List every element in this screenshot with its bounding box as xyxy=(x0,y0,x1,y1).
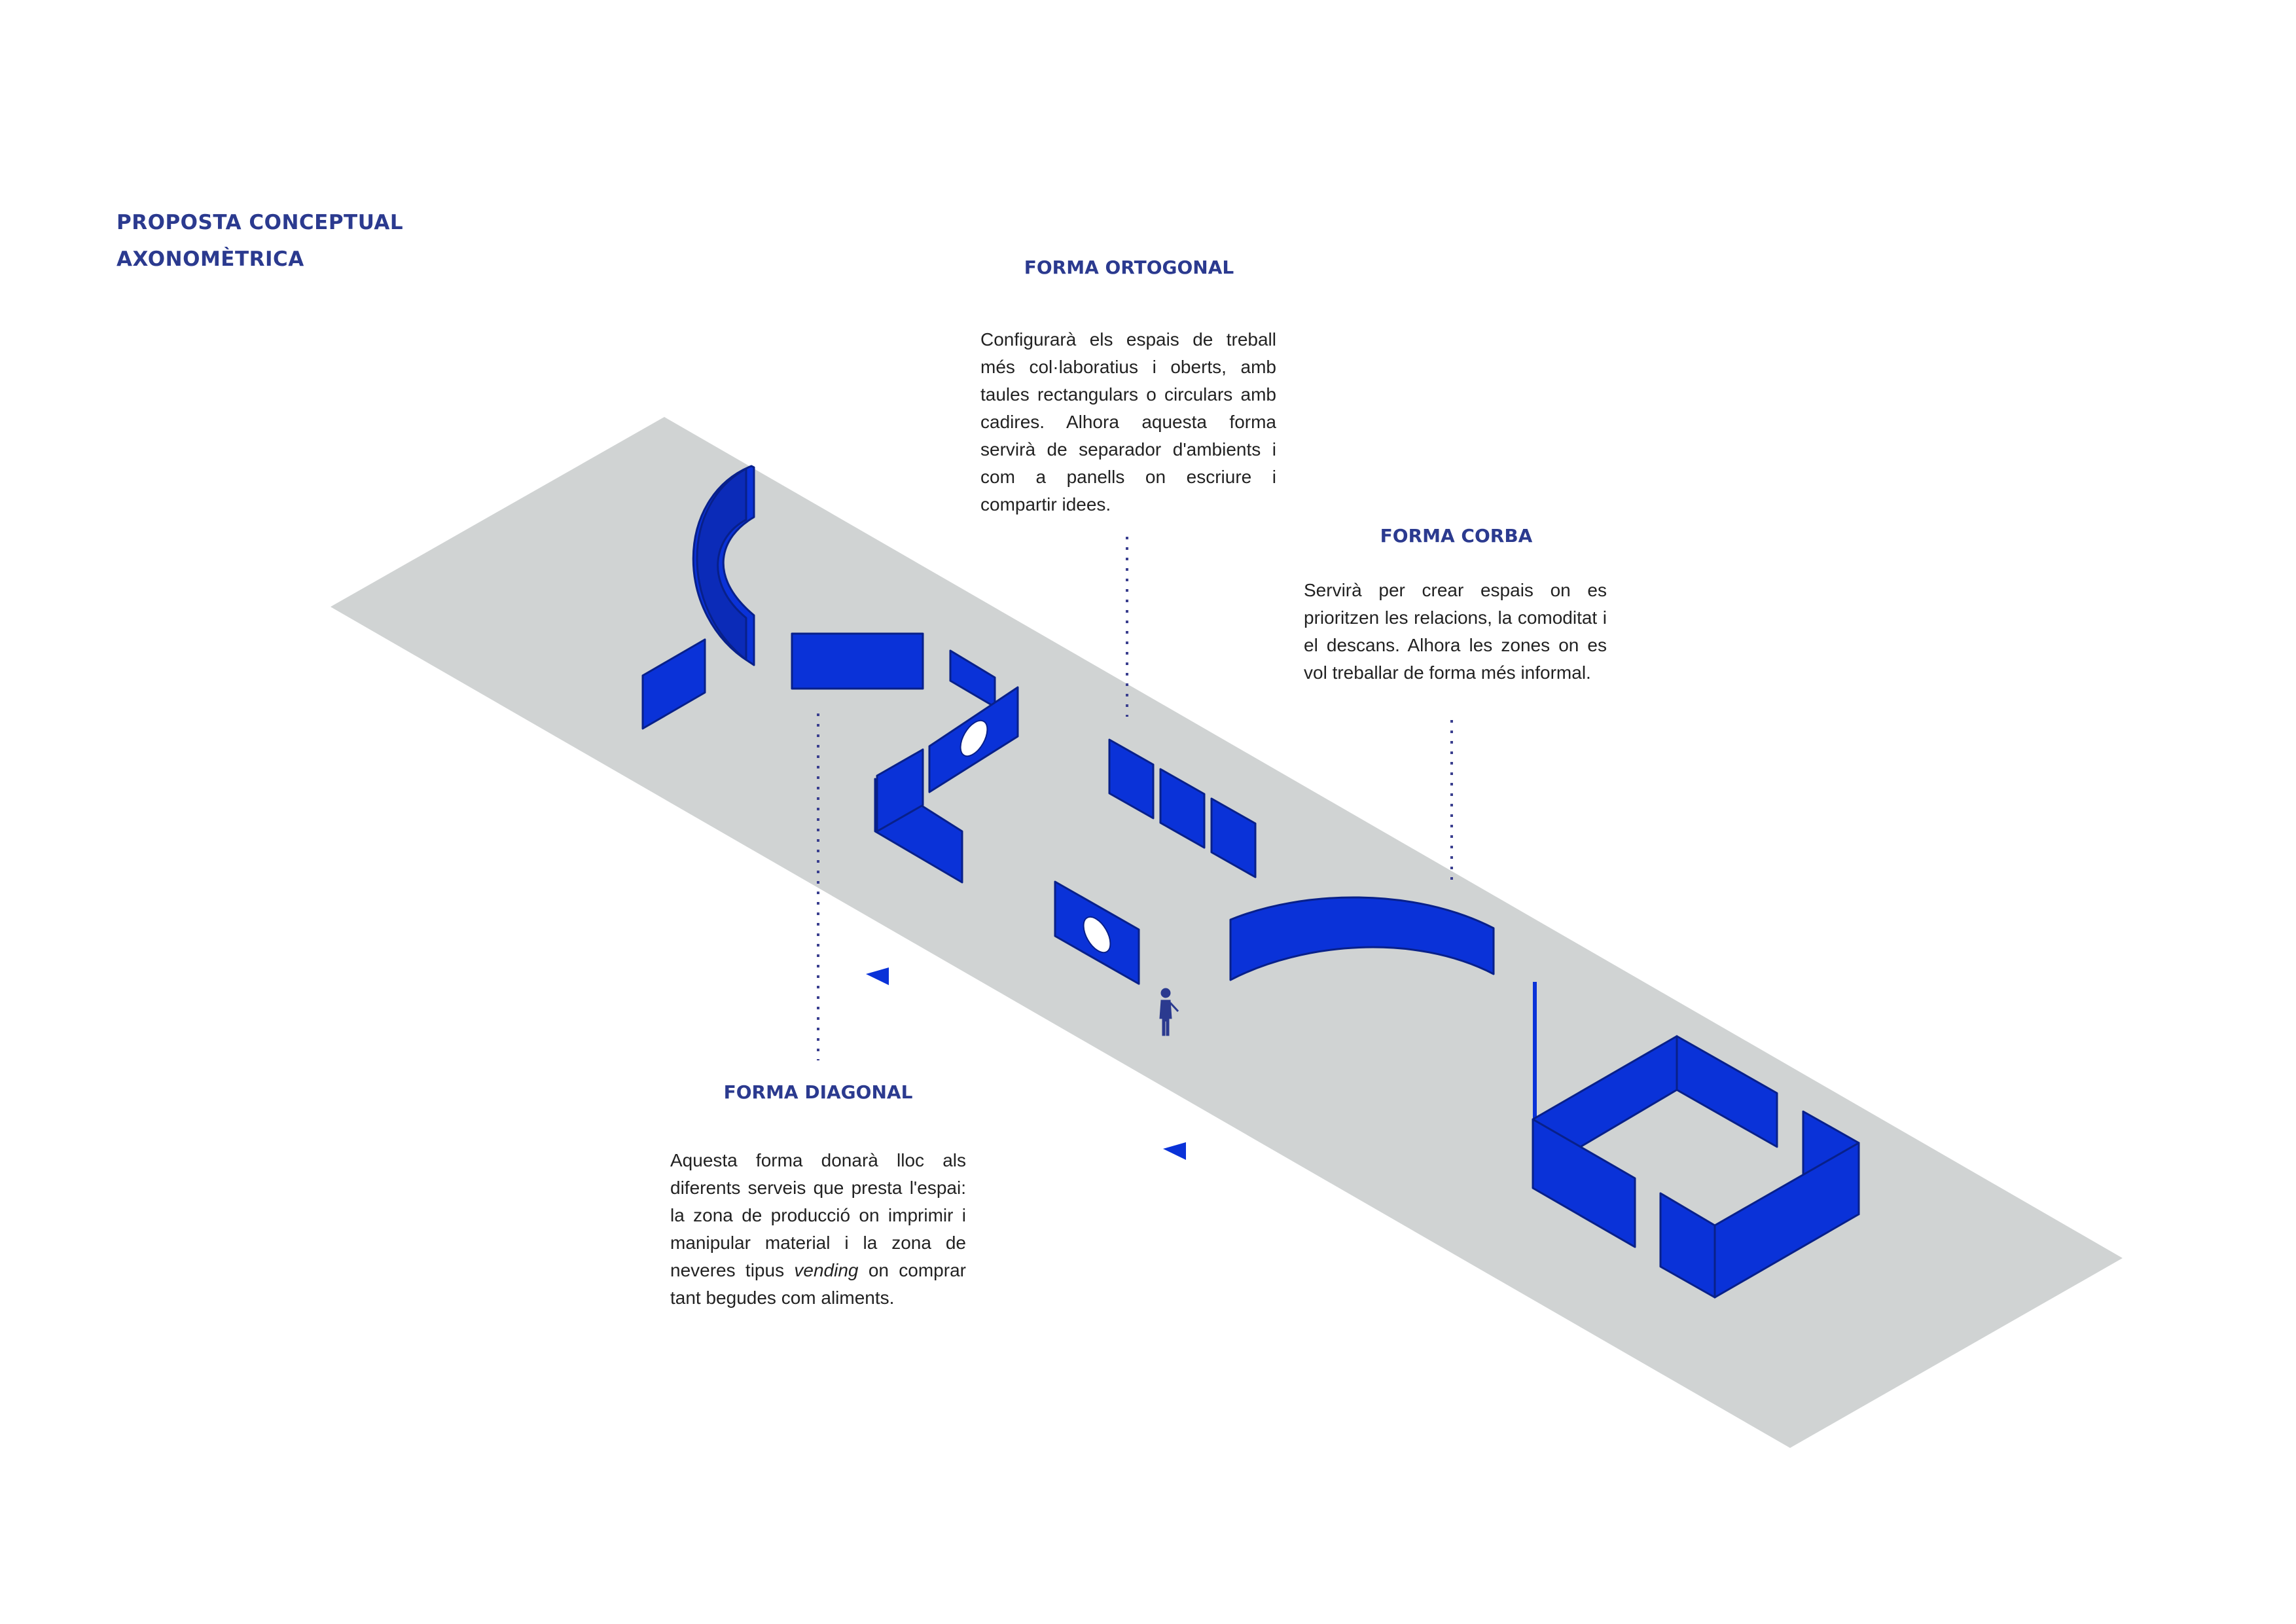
text-diagonal: Aquesta forma donarà lloc als diferents … xyxy=(670,1147,966,1312)
text-diagonal-part1: Aquesta forma donarà lloc als diferents … xyxy=(670,1150,966,1280)
heading-diagonal: FORMA DIAGONAL xyxy=(723,1081,913,1103)
square-panel-3 xyxy=(1210,797,1257,878)
hole-1 xyxy=(960,719,988,757)
curved-wall-left-back xyxy=(696,467,747,661)
text-diagonal-part2: on comprar tant begudes com aliments. xyxy=(670,1260,966,1308)
hole-2 xyxy=(1083,916,1111,954)
panel-wide xyxy=(791,632,924,690)
floor-slab xyxy=(331,417,2123,1448)
marker-wedge-2 xyxy=(1163,1142,1186,1160)
square-panel-1 xyxy=(1108,738,1155,820)
panel-diagonal-left xyxy=(641,638,706,730)
text-corba: Servirà per crear espais on es prioritze… xyxy=(1304,580,1607,683)
enclosure-back-right xyxy=(1676,1035,1778,1148)
heading-ortogonal: FORMA ORTOGONAL xyxy=(1024,257,1234,278)
marker-wedge-1 xyxy=(866,967,889,985)
curved-arc-panel xyxy=(1229,896,1495,981)
vertical-pole xyxy=(1533,982,1537,1119)
panels xyxy=(641,465,1860,1299)
square-panel-2 xyxy=(1159,768,1206,849)
l-wall-side xyxy=(876,748,924,833)
page-title-line1: PROPOSTA CONCEPTUAL xyxy=(117,211,404,234)
enclosure-front-left xyxy=(1659,1192,1716,1299)
text-diagonal-italic: vending xyxy=(794,1260,859,1280)
heading-corba: FORMA CORBA xyxy=(1380,525,1533,547)
text-ortogonal: Configurarà els espais de treball més co… xyxy=(980,329,1276,514)
page-title-line2: AXONOMÈTRICA xyxy=(117,247,304,271)
enclosure-left-front xyxy=(1532,1118,1636,1248)
person-icon xyxy=(1159,988,1179,1036)
